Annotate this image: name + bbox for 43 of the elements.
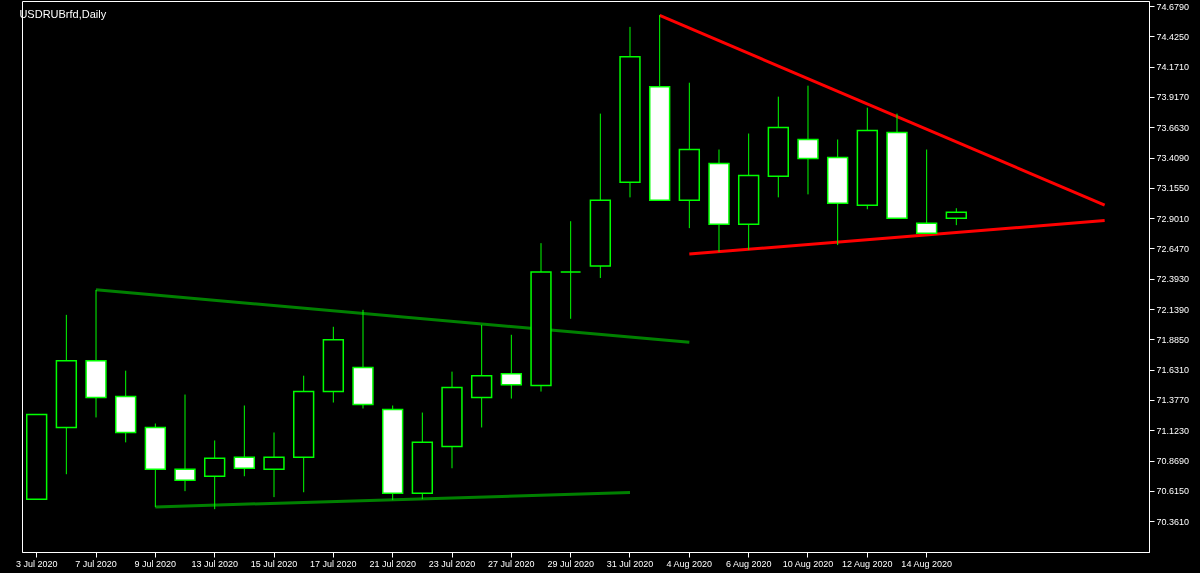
y-tick-label: 73.4090 — [1156, 153, 1190, 164]
candlestick — [797, 85, 819, 195]
x-tick-label: 3 Jul 2020 — [15, 558, 58, 569]
y-tick-label: 70.6150 — [1156, 486, 1190, 497]
x-tick-label: 12 Aug 2020 — [842, 558, 893, 569]
x-tick-label: 23 Jul 2020 — [428, 558, 476, 569]
candlestick — [174, 394, 196, 492]
y-tick-label: 73.9170 — [1156, 92, 1190, 103]
x-tick-label: 10 Aug 2020 — [782, 558, 834, 569]
x-tick-label: 14 Aug 2020 — [901, 558, 952, 569]
candlestick — [915, 149, 938, 234]
y-tick-label: 72.9010 — [1156, 213, 1190, 224]
x-tick-label: 15 Jul 2020 — [250, 558, 298, 569]
x-tick-label: 27 Jul 2020 — [488, 558, 535, 569]
candlestick — [500, 334, 523, 400]
y-tick-label: 71.1230 — [1156, 425, 1190, 436]
y-tick-label: 70.3610 — [1156, 516, 1190, 527]
y-tick-label: 73.6630 — [1156, 122, 1190, 133]
y-tick-label: 74.1710 — [1156, 62, 1190, 73]
candlestick — [233, 405, 256, 477]
y-tick-label: 74.4250 — [1156, 31, 1190, 42]
y-tick-label: 71.6310 — [1156, 365, 1190, 376]
x-tick-label: 4 Aug 2020 — [666, 558, 713, 569]
x-tick-label: 31 Jul 2020 — [606, 558, 654, 569]
y-tick-label: 72.3930 — [1156, 274, 1190, 285]
y-tick-label: 73.1550 — [1156, 183, 1190, 194]
x-tick-label: 7 Jul 2020 — [75, 558, 117, 569]
candlestick — [470, 324, 493, 428]
candlestick — [203, 439, 226, 510]
x-tick-label: 6 Aug 2020 — [725, 558, 772, 569]
y-tick-label: 74.6790 — [1156, 1, 1190, 12]
candlestick — [263, 431, 285, 498]
y-tick-label: 72.1390 — [1156, 304, 1190, 315]
y-tick-label: 72.6470 — [1156, 243, 1190, 254]
x-tick-label: 13 Jul 2020 — [191, 558, 238, 569]
candlestick — [559, 220, 582, 320]
y-tick-label: 71.8850 — [1156, 334, 1190, 345]
y-tick-label: 71.3770 — [1156, 395, 1190, 406]
x-tick-label: 9 Jul 2020 — [134, 558, 177, 569]
x-tick-label: 17 Jul 2020 — [310, 558, 357, 569]
y-tick-label: 70.8690 — [1156, 456, 1190, 466]
x-tick-label: 21 Jul 2020 — [369, 558, 416, 569]
x-tick-label: 29 Jul 2020 — [547, 558, 594, 569]
